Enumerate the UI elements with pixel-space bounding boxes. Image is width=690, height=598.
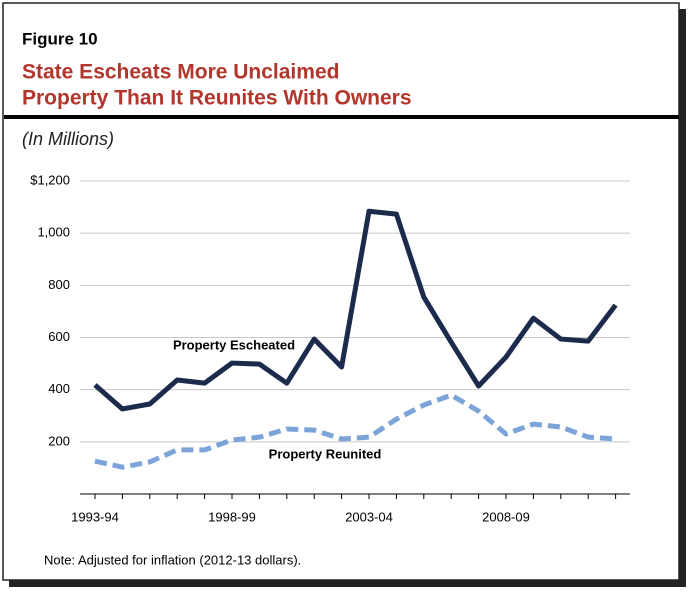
y-tick-label: 800 [48,277,70,292]
x-tick-label: 2003-04 [345,509,393,524]
note: Note: Adjusted for inflation (2012-13 do… [44,552,301,567]
figure-label: Figure 10 [22,29,98,48]
series-label: Property Escheated [173,337,295,352]
y-tick-label: 600 [48,329,70,344]
y-tick-label: 200 [48,433,70,448]
series-label: Property Reunited [269,446,382,461]
series-line [94,392,616,470]
y-tick-label: 1,000 [37,225,70,240]
frame [2,2,680,581]
subtitle: (In Millions) [22,129,114,149]
series-line [93,208,618,412]
y-tick-label: 400 [48,381,70,396]
chart-title: Property Than It Reunites With Owners [22,87,412,110]
x-tick-label: 1998-99 [208,509,256,524]
y-tick-label: $1,200 [30,172,70,187]
x-tick-label: 1993-94 [71,509,119,524]
x-tick-label: 2008-09 [482,509,530,524]
plot: 200 400 600 800 1,000 $1,200 1993-94 1998-99 200… [30,172,630,524]
chart-title: State Escheats More Unclaimed [22,61,339,84]
